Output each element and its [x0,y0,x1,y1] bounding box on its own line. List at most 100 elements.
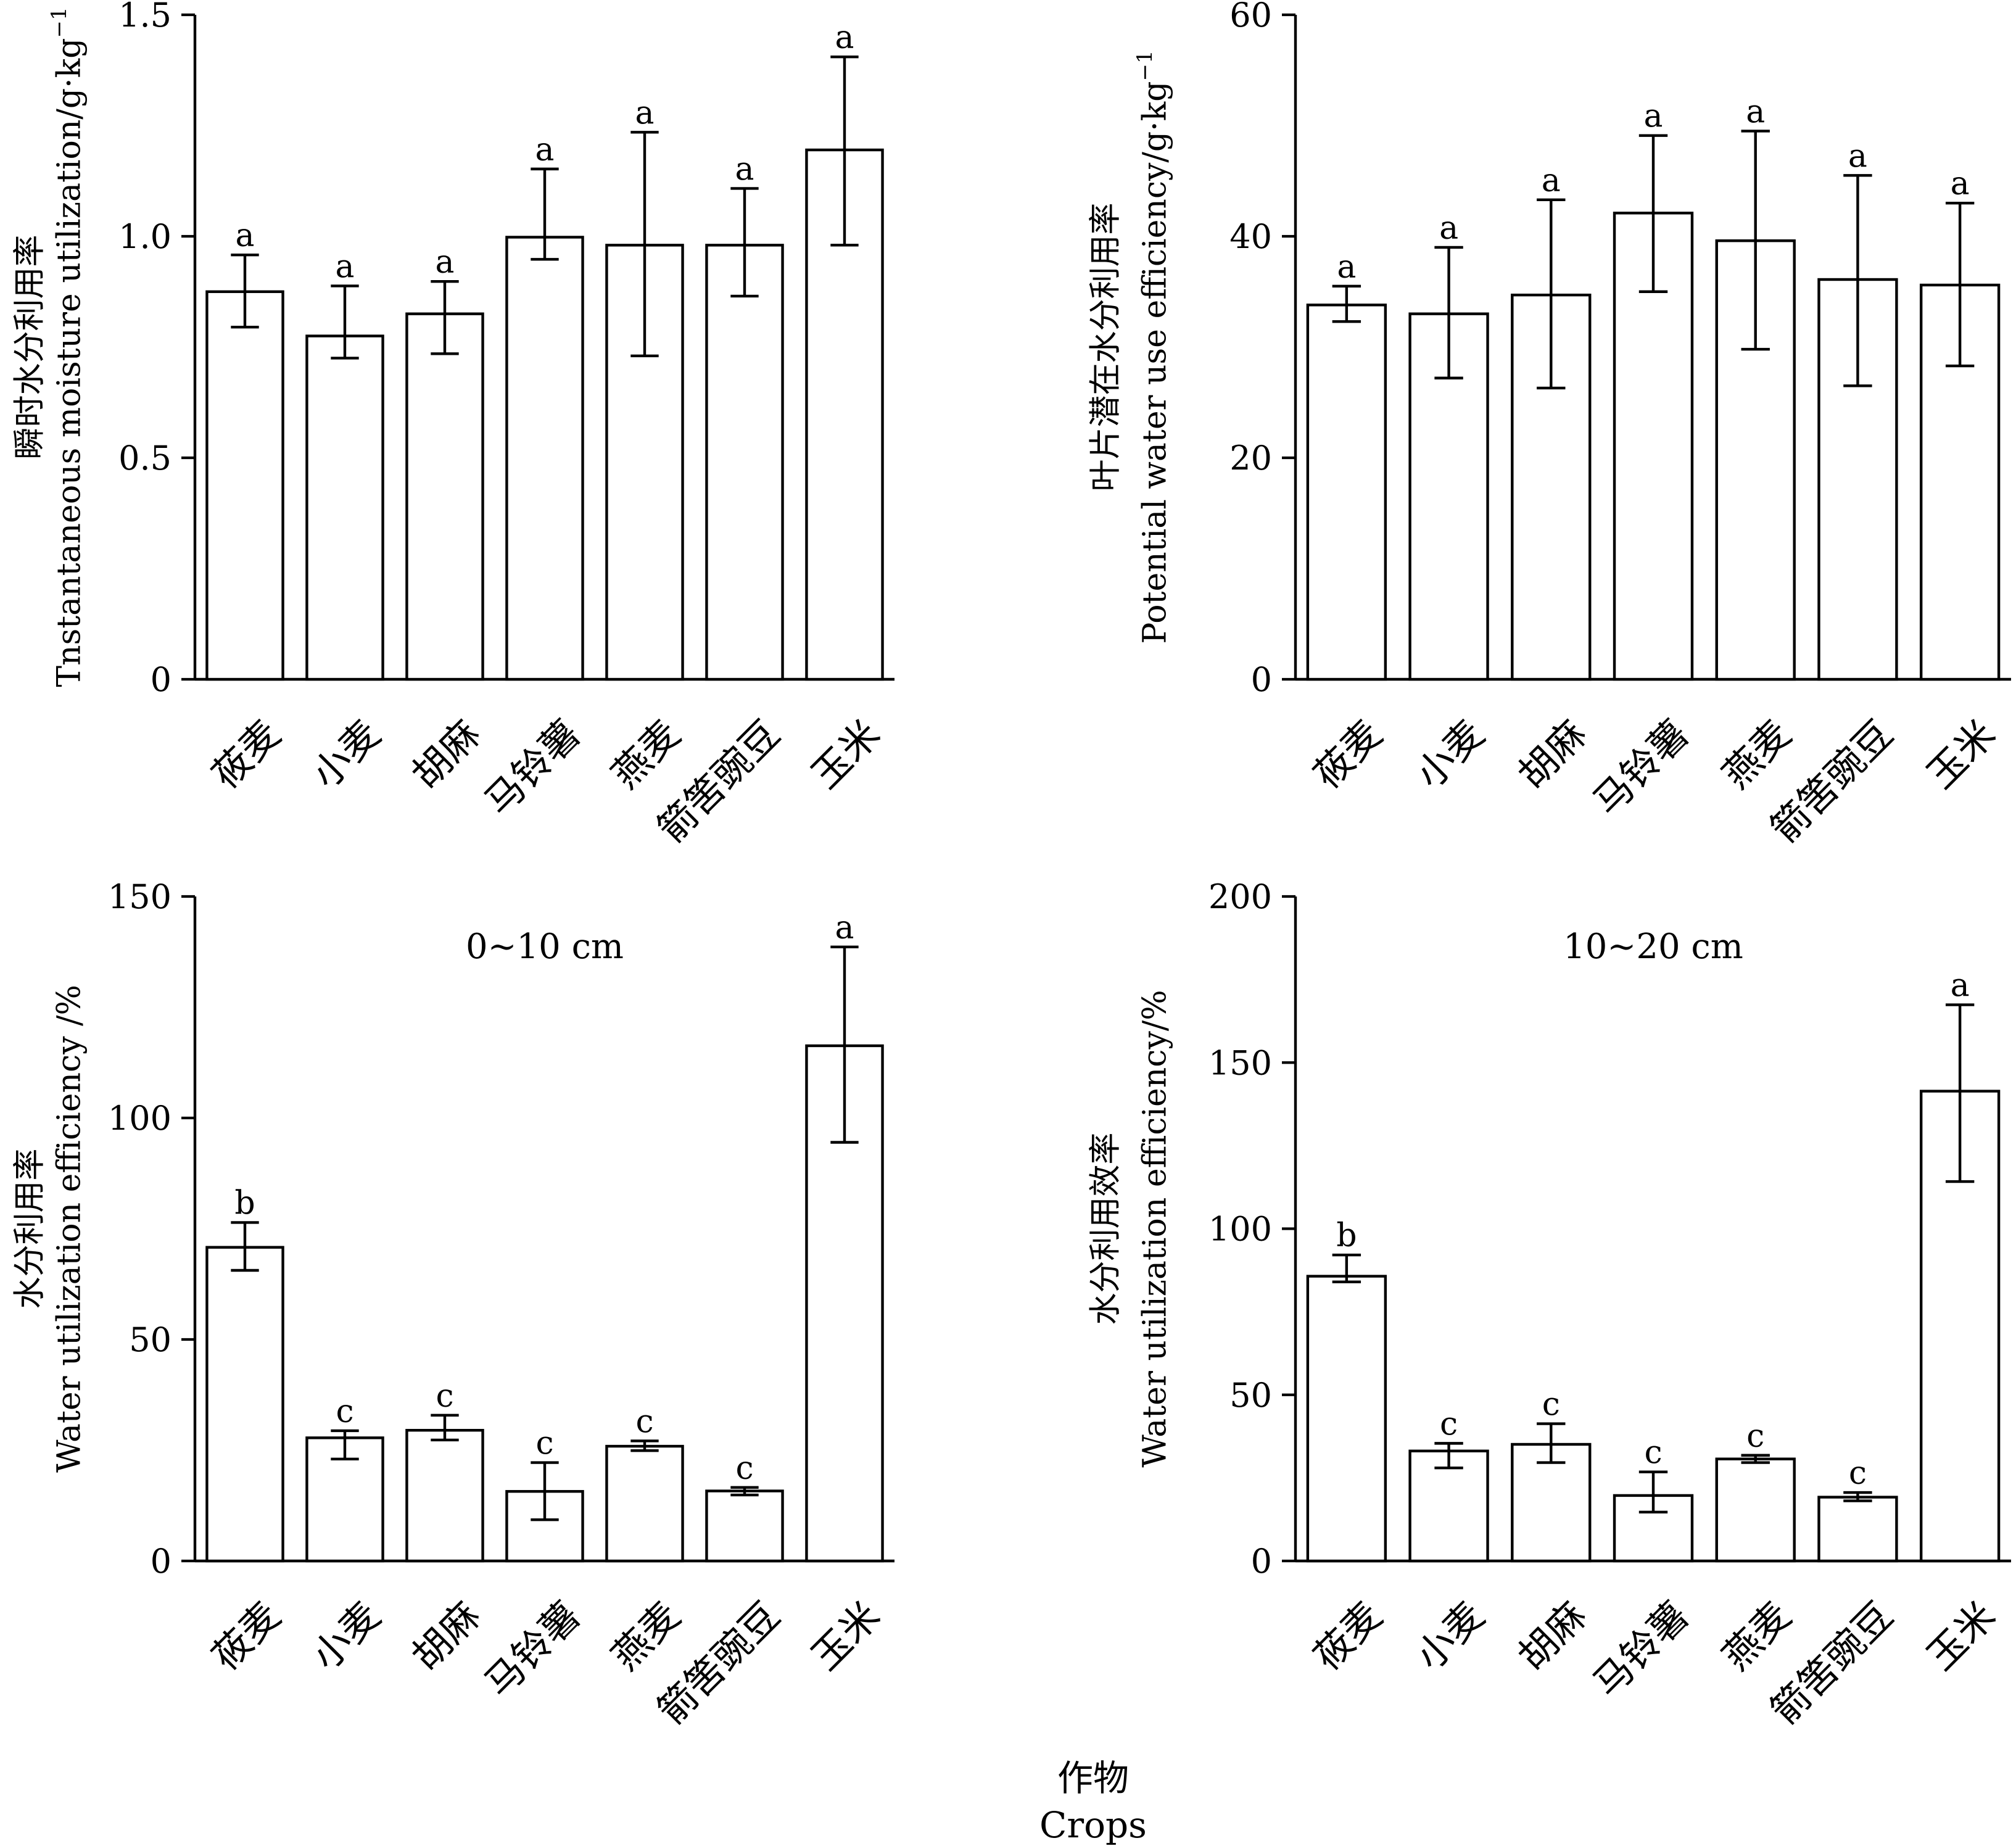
significance-label: a [435,244,454,281]
significance-label: a [235,217,254,254]
category-label: 胡麻 [403,1593,489,1679]
y-tick-label: 0 [1251,660,1272,699]
y-axis-title-superscript: −1 [1133,50,1157,81]
significance-label: c [635,1403,653,1440]
bar [705,244,784,681]
y-tick-label: 1.5 [118,0,171,35]
category-label: 莜麦 [1305,711,1390,797]
y-tick-label: 60 [1229,0,1272,35]
y-axis-title-cn: 水分利用效率 [1088,1132,1125,1325]
significance-label: a [635,94,654,131]
panel-depth-label: 10~20 cm [1563,927,1743,967]
y-tick-label: 0 [151,660,171,699]
y-axis-title-en: Water utilization efficiency/% [1137,990,1174,1467]
bar [1817,1496,1898,1563]
category-label: 小麦 [1407,1593,1493,1679]
bar [705,1489,784,1563]
significance-label: a [1439,210,1458,247]
y-tick-label: 1.0 [118,217,171,256]
bar [1306,304,1387,681]
significance-label: a [1746,93,1765,130]
bar [305,334,384,681]
significance-label: b [1336,1217,1357,1254]
y-axis-title-superscript: −1 [47,7,72,38]
significance-label: a [535,131,554,168]
y-tick-label: 0.5 [118,439,171,478]
y-tick-label: 200 [1208,877,1272,916]
significance-label: a [1542,162,1561,199]
category-label: 燕麦 [1714,1593,1799,1679]
chart-panel-2: 0 20 40 60 叶片潜在水分利用率 Potential water use effi… [1088,0,2011,851]
category-label: 玉米 [1918,1593,2004,1679]
bar [605,1444,684,1563]
category-label: 莜麦 [203,1593,289,1679]
y-tick-label: 0 [151,1542,171,1581]
significance-label: a [335,248,354,285]
significance-label: a [1848,138,1867,175]
bar [405,312,484,681]
significance-label: c [535,1425,553,1462]
significance-label: c [1644,1434,1662,1471]
category-label: 胡麻 [1509,1593,1595,1679]
y-tick-label: 40 [1229,217,1272,256]
bar [205,290,284,681]
chart-panel-3: 0 50 100 150 水分利用率 Water utilization efficien… [12,877,894,1733]
significance-label: c [436,1378,453,1415]
category-label: 胡麻 [1509,711,1595,797]
y-tick-label: 0 [1251,1542,1272,1581]
significance-label: c [1849,1455,1867,1492]
y-tick-label: 20 [1229,439,1272,478]
category-label: 马铃薯 [476,1593,589,1706]
significance-label: b [234,1185,255,1222]
significance-label: a [835,19,854,56]
significance-label: c [1542,1386,1560,1423]
significance-label: a [1337,249,1356,286]
category-label: 小麦 [1407,711,1493,797]
category-label: 小麦 [303,1593,389,1679]
category-label: 燕麦 [1714,711,1799,797]
category-label: 玉米 [803,711,888,797]
category-label: 玉米 [803,1593,888,1679]
y-tick-label: 100 [1208,1210,1272,1249]
significance-label: a [735,151,754,188]
panel-depth-label: 0~10 cm [466,927,624,967]
significance-label: c [336,1393,353,1430]
bar [1715,1457,1796,1563]
bar [1306,1275,1387,1563]
category-label: 马铃薯 [1584,711,1697,824]
bar [1408,1449,1489,1563]
significance-label: c [735,1450,753,1487]
chart-panel-1: 0 0.5 1.0 1.5 瞬时水分利用率 Tnstantaneous moisture … [12,0,894,851]
y-axis-title-cn: 叶片潜在水分利用率 [1088,202,1125,491]
significance-label: c [1440,1405,1458,1442]
category-label: 莜麦 [1305,1593,1390,1679]
category-label: 小麦 [303,711,389,797]
category-label: 马铃薯 [476,711,589,824]
y-tick-label: 100 [108,1099,171,1138]
chart-panel-4: 0 50 100 150 200 水分利用效率 Water utilization effi… [1088,877,2011,1733]
y-tick-label: 50 [1229,1376,1272,1415]
category-label: 胡麻 [403,711,489,797]
significance-label: a [835,909,854,946]
y-axis-title-en: Potential water use efficiency/g·kg−1 [1133,50,1174,644]
y-tick-label: 150 [1208,1043,1272,1082]
bar [505,236,584,681]
bar [205,1246,284,1563]
figure-xlabel-cn: 作物 [1057,1757,1129,1799]
chart-panels: 0 0.5 1.0 1.5 瞬时水分利用率 Tnstantaneous moisture … [12,0,2011,1733]
y-tick-label: 150 [108,877,171,916]
y-axis-title-cn: 瞬时水分利用率 [12,234,49,459]
y-axis-title-en: Tnstantaneous moisture utilization/g·kg−… [47,7,88,687]
significance-label: a [1951,967,1970,1004]
category-label: 莜麦 [203,711,289,797]
category-label: 燕麦 [603,1593,688,1679]
significance-label: a [1951,165,1970,202]
y-axis-title-cn: 水分利用率 [12,1148,49,1309]
significance-label: c [1746,1418,1764,1455]
category-label: 玉米 [1918,711,2004,797]
category-label: 燕麦 [603,711,688,797]
category-label: 马铃薯 [1584,1593,1697,1706]
y-tick-label: 50 [129,1320,171,1359]
bar [405,1428,484,1563]
